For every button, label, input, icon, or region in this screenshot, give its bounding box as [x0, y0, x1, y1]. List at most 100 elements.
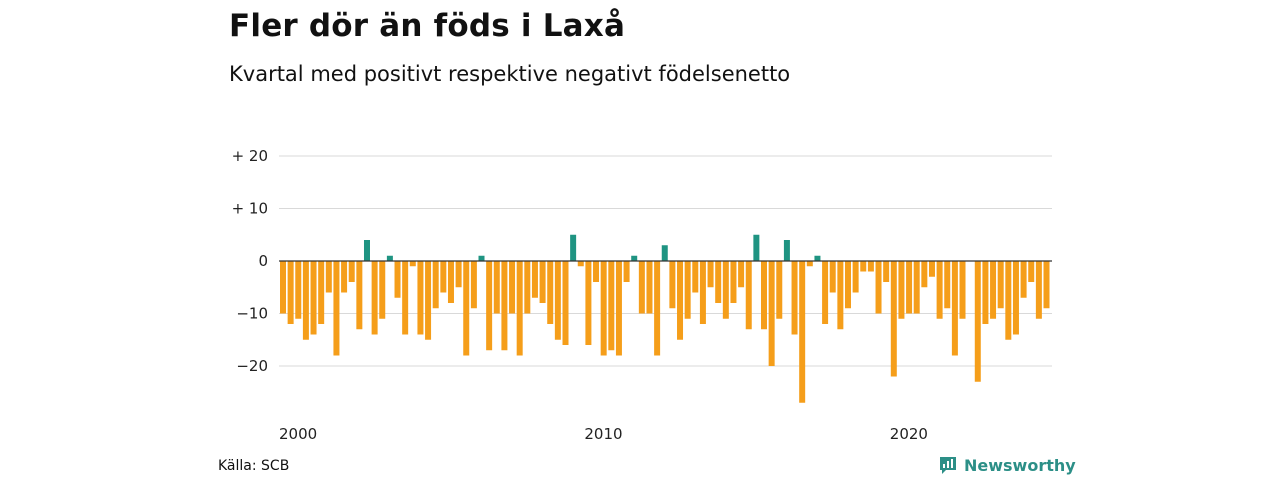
bar — [333, 261, 340, 356]
source-note: Källa: SCB — [218, 458, 290, 474]
bar — [982, 261, 989, 324]
y-tick-label: −10 — [236, 305, 268, 323]
brand-name: Newsworthy — [964, 455, 1076, 475]
bar — [394, 261, 401, 298]
y-tick-label: + 20 — [232, 147, 268, 165]
bar — [608, 261, 615, 351]
bar — [318, 261, 325, 324]
bar — [524, 261, 531, 314]
bar — [906, 261, 913, 314]
bar — [875, 261, 882, 314]
bar — [776, 261, 783, 319]
bar — [348, 261, 355, 282]
bar — [379, 261, 386, 319]
bar — [386, 255, 393, 261]
bar — [600, 261, 607, 356]
bar — [1012, 261, 1019, 335]
y-tick-label: −20 — [236, 357, 268, 375]
x-axis-labels: 2000 2010 2020 — [279, 425, 928, 443]
bar-chart: + 20 + 10 0 −10 −20 2000 2010 2020 — [232, 147, 1052, 443]
bar — [677, 261, 684, 340]
bar — [944, 261, 951, 309]
chart-title: Fler dör än föds i Laxå — [229, 8, 626, 44]
bar — [516, 261, 523, 356]
bar — [593, 261, 600, 282]
bar — [509, 261, 516, 314]
bar — [715, 261, 722, 303]
bar — [295, 261, 302, 319]
bar — [753, 234, 760, 261]
bar — [768, 261, 775, 366]
bar — [531, 261, 538, 298]
bar — [913, 261, 920, 314]
bar — [570, 234, 577, 261]
bar — [562, 261, 569, 345]
x-tick-label: 2000 — [279, 425, 317, 443]
bar — [402, 261, 409, 335]
bar — [707, 261, 714, 288]
bar — [844, 261, 851, 309]
bar — [440, 261, 447, 293]
x-tick-label: 2010 — [584, 425, 622, 443]
bar — [722, 261, 729, 319]
bar — [486, 261, 493, 351]
bar — [814, 255, 821, 261]
bar — [692, 261, 699, 293]
bar — [829, 261, 836, 293]
bar — [837, 261, 844, 330]
bar — [990, 261, 997, 319]
bar — [806, 261, 813, 267]
gridlines — [279, 155, 1052, 367]
bar — [738, 261, 745, 288]
bar — [654, 261, 661, 356]
bar — [799, 261, 806, 403]
bar — [417, 261, 424, 335]
y-tick-label: 0 — [258, 252, 268, 270]
bar — [646, 261, 653, 314]
bar — [302, 261, 309, 340]
bar — [280, 261, 286, 314]
bar — [1035, 261, 1042, 319]
bar — [783, 240, 790, 261]
bar — [921, 261, 928, 288]
bar — [669, 261, 676, 309]
bar — [585, 261, 592, 345]
bar — [577, 261, 584, 267]
bar — [974, 261, 981, 382]
bar — [310, 261, 317, 335]
bar — [287, 261, 294, 324]
bar — [1028, 261, 1035, 282]
bar — [684, 261, 691, 319]
bar — [356, 261, 363, 330]
newsworthy-logo: Newsworthy — [938, 455, 1076, 475]
bar — [936, 261, 943, 319]
bar — [867, 261, 874, 272]
bar — [1043, 261, 1050, 309]
x-tick-label: 2020 — [890, 425, 928, 443]
bar — [623, 261, 630, 282]
bar — [425, 261, 432, 340]
bar — [699, 261, 706, 324]
y-axis-labels: + 20 + 10 0 −10 −20 — [232, 147, 268, 375]
bar — [638, 261, 645, 314]
bar — [615, 261, 622, 356]
bar — [447, 261, 454, 303]
bar — [852, 261, 859, 293]
bar — [554, 261, 561, 340]
bar — [1005, 261, 1012, 340]
bar — [501, 261, 508, 351]
bar — [478, 255, 485, 261]
bar — [791, 261, 798, 335]
bar — [997, 261, 1004, 309]
bar — [455, 261, 462, 288]
bar — [371, 261, 378, 335]
bar — [539, 261, 546, 303]
bar — [470, 261, 477, 309]
bar — [1020, 261, 1027, 298]
bar — [631, 255, 638, 261]
bar — [822, 261, 829, 324]
bar — [547, 261, 554, 324]
bar — [432, 261, 439, 309]
bar — [959, 261, 966, 319]
bar — [745, 261, 752, 330]
